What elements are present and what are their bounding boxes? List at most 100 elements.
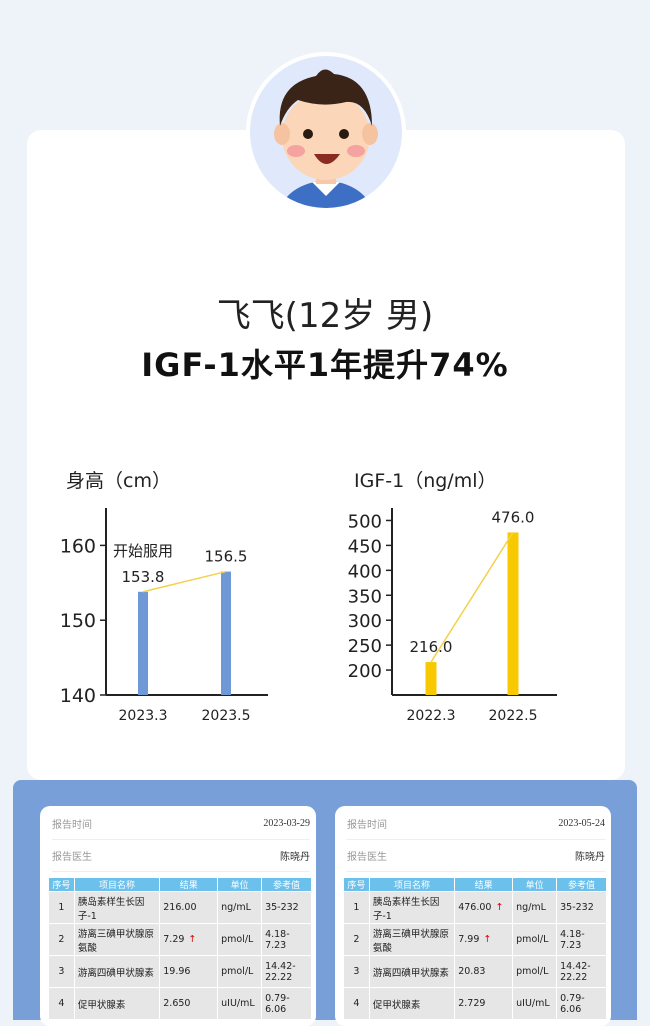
table-row: 4 促甲状腺素 2.650 uIU/mL 0.79-6.06 [48,987,312,1020]
y-tick-label: 350 [348,586,382,607]
table-row: 3 游离四碘甲状腺素 20.83 pmol/L 14.42-22.22 [343,955,607,988]
reference-range: 0.79-6.06 [556,987,607,1020]
row-number: 1 [343,891,370,924]
report-time-label: 报告时间 [347,820,387,831]
y-tick-label: 160 [60,535,96,557]
x-tick-label: 2022.5 [489,708,538,724]
y-tick-label: 400 [348,561,382,582]
reference-range: 0.79-6.06 [261,987,312,1020]
bar [138,591,148,695]
column-header: 参考值 [261,877,312,892]
report-time-label: 报告时间 [52,820,92,831]
column-header: 项目名称 [73,877,161,892]
report-doctor: 陈晓丹 [280,852,310,863]
y-tick-label: 500 [348,511,382,532]
igf-chart-title: IGF-1（ng/ml） [354,470,497,492]
lab-report-card: 报告时间 2023-03-29 报告医生 陈晓丹 序号 项目名称 结果 单位 参考值 1 胰岛素… [40,806,316,1026]
bar [221,571,231,695]
report-doctor-row: 报告医生 陈晓丹 [52,840,310,872]
result-cell: 2.650 [159,987,219,1020]
bar [425,662,437,695]
item-name: 游离三碘甲状腺原氨酸 [73,923,161,956]
column-header: 序号 [343,877,370,892]
report-time: 2023-05-24 [558,818,605,829]
report-doctor-label: 报告医生 [52,852,92,863]
report-time: 2023-03-29 [263,818,310,829]
lab-report-card: 报告时间 2023-05-24 报告医生 陈晓丹 序号 项目名称 结果 单位 参考值 1 胰岛素… [335,806,611,1026]
result-cell: 20.83 [454,955,514,988]
unit: ng/mL [217,891,263,924]
row-number: 1 [48,891,75,924]
column-header: 结果 [159,877,219,892]
reference-range: 35-232 [556,891,607,924]
lab-results-table: 序号 项目名称 结果 单位 参考值 1 胰岛素样生长因子-1 216.00 ng/mL 35-23… [48,877,312,1020]
result-value: 7.99 [458,934,480,945]
arrow-up-icon: ↑ [483,934,492,945]
item-name: 游离三碘甲状腺原氨酸 [368,923,456,956]
report-doctor-label: 报告医生 [347,852,387,863]
result-cell: 2.729 [454,987,514,1020]
patient-name: 飞飞(12岁 男) [216,296,434,336]
item-name: 促甲状腺素 [368,987,456,1020]
unit: ng/mL [512,891,558,924]
table-row: 3 游离四碘甲状腺素 19.96 pmol/L 14.42-22.22 [48,955,312,988]
boy-avatar-icon [274,69,378,208]
column-header: 序号 [48,877,75,892]
item-name: 胰岛素样生长因子-1 [73,891,161,924]
unit: uIU/mL [217,987,263,1020]
unit: pmol/L [512,923,558,956]
table-row: 1 胰岛素样生长因子-1 476.00 ↑ ng/mL 35-232 [343,891,607,924]
row-number: 4 [343,987,370,1020]
result-value: 216.00 [163,902,197,913]
x-tick-label: 2022.3 [407,708,456,724]
y-tick-label: 150 [60,610,96,632]
result-cell: 7.29 ↑ [159,923,219,956]
x-tick-label: 2023.5 [202,708,251,724]
profile-card [27,130,625,780]
reference-range: 14.42-22.22 [261,955,312,988]
y-tick-label: 450 [348,536,382,557]
item-name: 游离四碘甲状腺素 [73,955,161,988]
result-value: 2.729 [458,998,486,1009]
charts: 140 150 160 153.8 2023.3 156.5 2023.5 开始服用 200 25… [60,508,557,724]
y-tick-label: 250 [348,636,382,657]
result-value: 19.96 [163,966,191,977]
column-header: 单位 [217,877,263,892]
item-name: 促甲状腺素 [73,987,161,1020]
table-row: 4 促甲状腺素 2.729 uIU/mL 0.79-6.06 [343,987,607,1020]
row-number: 2 [48,923,75,956]
row-number: 4 [48,987,75,1020]
data-label: 476.0 [492,508,535,526]
row-number: 3 [343,955,370,988]
row-number: 2 [343,923,370,956]
unit: pmol/L [512,955,558,988]
headline: IGF-1水平1年提升74% [141,346,509,384]
trend-line [142,570,227,593]
lab-results-table: 序号 项目名称 结果 单位 参考值 1 胰岛素样生长因子-1 476.00 ↑ ng/mL 35-2… [343,877,607,1020]
report-time-row: 报告时间 2023-03-29 [52,808,310,840]
result-value: 7.29 [163,934,185,945]
row-number: 3 [48,955,75,988]
height-chart-title: 身高（cm） [66,470,171,492]
result-cell: 216.00 [159,891,219,924]
reference-range: 4.18-7.23 [261,923,312,956]
result-cell: 7.99 ↑ [454,923,514,956]
item-name: 胰岛素样生长因子-1 [368,891,456,924]
result-value: 20.83 [458,966,486,977]
column-header: 项目名称 [368,877,456,892]
column-header: 结果 [454,877,514,892]
table-row: 2 游离三碘甲状腺原氨酸 7.99 ↑ pmol/L 4.18-7.23 [343,923,607,956]
item-name: 游离四碘甲状腺素 [368,955,456,988]
y-tick-label: 200 [348,661,382,682]
unit: pmol/L [217,955,263,988]
column-header: 单位 [512,877,558,892]
report-time-row: 报告时间 2023-05-24 [347,808,605,840]
data-label: 153.8 [122,568,165,586]
arrow-up-icon: ↑ [188,934,197,945]
result-value: 2.650 [163,998,191,1009]
chart-annotation: 开始服用 [113,542,173,560]
trend-line [430,532,514,663]
column-header: 参考值 [556,877,607,892]
x-tick-label: 2023.3 [119,708,168,724]
y-tick-label: 300 [348,611,382,632]
